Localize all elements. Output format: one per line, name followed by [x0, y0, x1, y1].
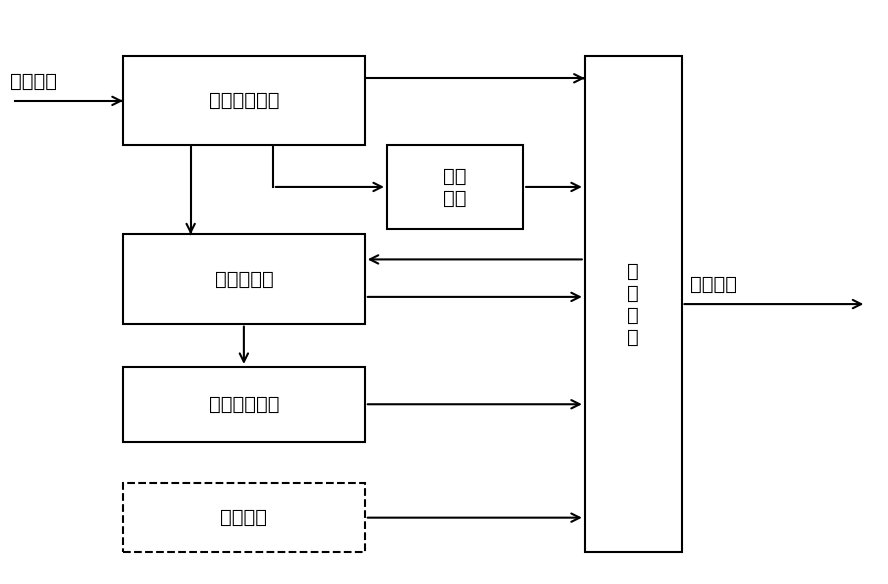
Text: 计算
单元: 计算 单元 [443, 166, 467, 207]
Text: 配置数据: 配置数据 [11, 71, 58, 91]
Text: 发
送
单
元: 发 送 单 元 [627, 262, 639, 346]
Text: 序号产生单元: 序号产生单元 [209, 395, 279, 413]
FancyBboxPatch shape [584, 56, 681, 552]
Text: 控制状态机: 控制状态机 [215, 270, 274, 288]
FancyBboxPatch shape [123, 56, 365, 145]
FancyBboxPatch shape [123, 234, 365, 324]
Text: 发送数据: 发送数据 [690, 274, 737, 294]
FancyBboxPatch shape [123, 483, 365, 552]
FancyBboxPatch shape [123, 367, 365, 442]
FancyBboxPatch shape [387, 145, 523, 229]
Text: 配置寄存器组: 配置寄存器组 [209, 91, 279, 110]
Text: 发送缓冲: 发送缓冲 [220, 508, 267, 527]
